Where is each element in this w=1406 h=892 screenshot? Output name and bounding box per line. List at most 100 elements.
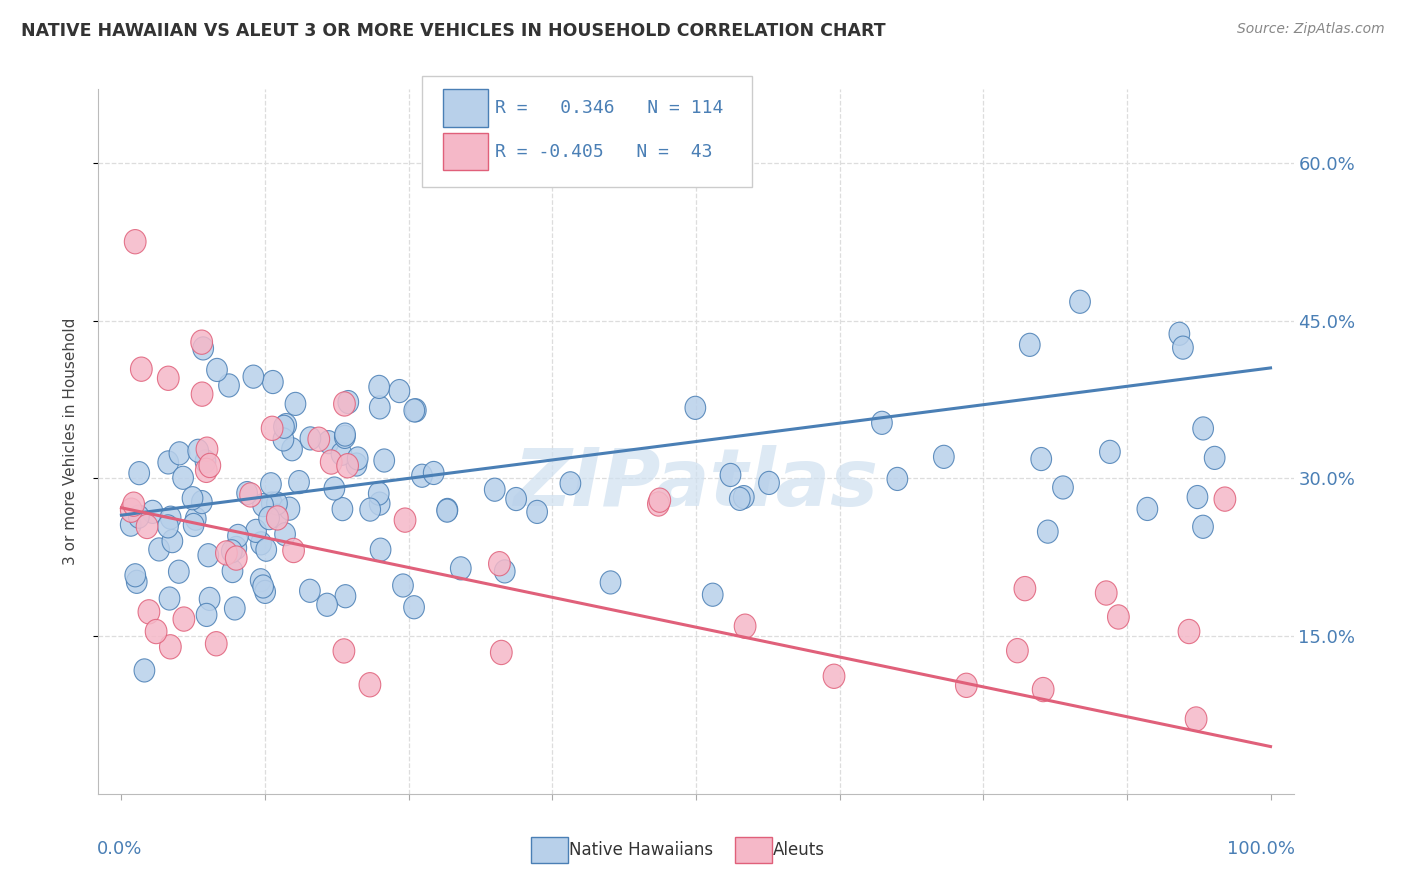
- Ellipse shape: [685, 396, 706, 419]
- Ellipse shape: [485, 478, 505, 501]
- Ellipse shape: [370, 396, 389, 419]
- Ellipse shape: [142, 500, 163, 524]
- Ellipse shape: [335, 423, 356, 446]
- Ellipse shape: [347, 447, 368, 470]
- Ellipse shape: [450, 557, 471, 580]
- Ellipse shape: [159, 587, 180, 610]
- Ellipse shape: [273, 428, 294, 451]
- Ellipse shape: [228, 524, 249, 548]
- Ellipse shape: [335, 425, 356, 449]
- Ellipse shape: [346, 453, 367, 476]
- Ellipse shape: [1099, 441, 1121, 464]
- Ellipse shape: [872, 411, 893, 434]
- Ellipse shape: [412, 464, 433, 487]
- Ellipse shape: [360, 498, 381, 521]
- Ellipse shape: [934, 445, 955, 468]
- Ellipse shape: [1095, 581, 1118, 605]
- Ellipse shape: [200, 587, 219, 610]
- Ellipse shape: [437, 499, 457, 522]
- Ellipse shape: [359, 673, 381, 697]
- Ellipse shape: [1053, 476, 1073, 499]
- Ellipse shape: [191, 491, 212, 514]
- Ellipse shape: [299, 579, 321, 602]
- Ellipse shape: [274, 416, 294, 438]
- Ellipse shape: [759, 471, 779, 494]
- Ellipse shape: [734, 485, 754, 508]
- Ellipse shape: [159, 635, 181, 659]
- Ellipse shape: [222, 559, 243, 582]
- Ellipse shape: [205, 632, 228, 656]
- Ellipse shape: [195, 458, 217, 483]
- Ellipse shape: [1031, 448, 1052, 471]
- Ellipse shape: [299, 427, 321, 450]
- Ellipse shape: [128, 505, 149, 528]
- Ellipse shape: [285, 392, 305, 416]
- Ellipse shape: [193, 337, 214, 360]
- Ellipse shape: [183, 514, 204, 536]
- Ellipse shape: [308, 427, 329, 451]
- Ellipse shape: [560, 472, 581, 495]
- Ellipse shape: [1137, 498, 1157, 521]
- Ellipse shape: [225, 546, 247, 570]
- Ellipse shape: [169, 560, 190, 583]
- Ellipse shape: [260, 473, 281, 496]
- Ellipse shape: [1213, 487, 1236, 511]
- Text: R = -0.405   N =  43: R = -0.405 N = 43: [495, 143, 713, 161]
- Ellipse shape: [370, 492, 389, 516]
- Y-axis label: 3 or more Vehicles in Household: 3 or more Vehicles in Household: [63, 318, 77, 566]
- Text: R =   0.346   N = 114: R = 0.346 N = 114: [495, 99, 723, 117]
- Ellipse shape: [124, 229, 146, 254]
- Ellipse shape: [720, 463, 741, 486]
- Ellipse shape: [437, 499, 458, 522]
- Ellipse shape: [186, 508, 207, 530]
- Ellipse shape: [169, 442, 190, 465]
- Ellipse shape: [283, 539, 305, 563]
- Ellipse shape: [336, 454, 359, 478]
- Ellipse shape: [281, 438, 302, 461]
- Ellipse shape: [318, 431, 339, 454]
- Ellipse shape: [195, 437, 218, 461]
- Ellipse shape: [332, 442, 352, 466]
- Ellipse shape: [254, 581, 276, 604]
- Ellipse shape: [188, 439, 208, 462]
- Ellipse shape: [648, 491, 669, 516]
- Ellipse shape: [207, 359, 228, 382]
- Ellipse shape: [1185, 706, 1206, 731]
- Text: ZIPatlas: ZIPatlas: [513, 445, 879, 523]
- Ellipse shape: [374, 449, 395, 472]
- Ellipse shape: [236, 482, 257, 505]
- Ellipse shape: [1038, 520, 1059, 543]
- Ellipse shape: [263, 370, 283, 393]
- Ellipse shape: [1173, 336, 1194, 359]
- Ellipse shape: [219, 374, 239, 397]
- Ellipse shape: [423, 461, 444, 484]
- Ellipse shape: [157, 450, 179, 474]
- Ellipse shape: [1108, 605, 1129, 629]
- Ellipse shape: [1192, 417, 1213, 440]
- Ellipse shape: [332, 498, 353, 521]
- Ellipse shape: [650, 488, 671, 512]
- Ellipse shape: [157, 515, 179, 538]
- Ellipse shape: [1007, 639, 1028, 663]
- Ellipse shape: [134, 659, 155, 682]
- Ellipse shape: [1019, 334, 1040, 357]
- Ellipse shape: [333, 392, 356, 416]
- Ellipse shape: [1192, 516, 1213, 539]
- Ellipse shape: [333, 639, 354, 663]
- Ellipse shape: [316, 593, 337, 616]
- Ellipse shape: [956, 673, 977, 698]
- Ellipse shape: [389, 379, 409, 402]
- Ellipse shape: [1070, 290, 1091, 313]
- Ellipse shape: [127, 570, 148, 593]
- Ellipse shape: [368, 482, 389, 505]
- Ellipse shape: [267, 491, 287, 515]
- Ellipse shape: [121, 498, 142, 523]
- Text: 0.0%: 0.0%: [97, 839, 142, 858]
- Ellipse shape: [506, 487, 526, 510]
- Ellipse shape: [392, 574, 413, 597]
- Ellipse shape: [404, 596, 425, 619]
- Ellipse shape: [129, 461, 149, 484]
- Text: Aleuts: Aleuts: [773, 841, 825, 859]
- Ellipse shape: [253, 493, 273, 516]
- Ellipse shape: [136, 515, 157, 539]
